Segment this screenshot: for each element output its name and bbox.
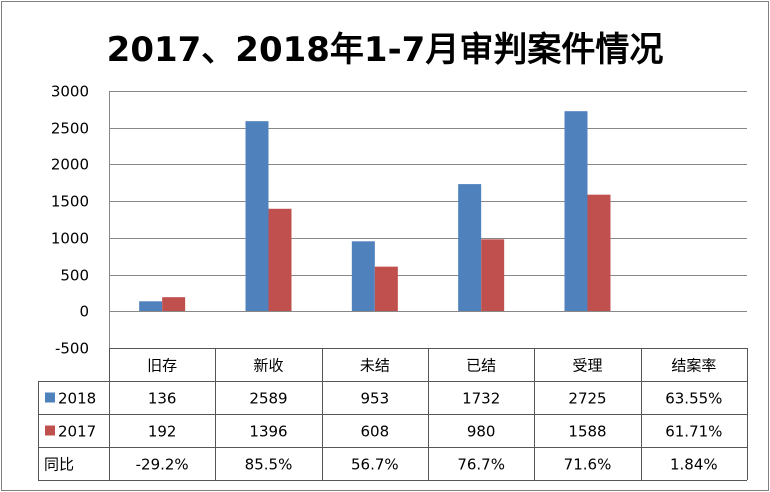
legend-swatch-2017 xyxy=(45,425,55,436)
table-value-cell: 192 xyxy=(148,423,177,441)
table-value-cell: 2589 xyxy=(249,390,287,408)
data-table: 旧存 新收 未结 已结 受理 结案率 2018 136 2589 953 1732 2725 63.55… xyxy=(38,348,748,481)
legend-label-2017: 2017 xyxy=(58,423,96,441)
table-value-cell: 2725 xyxy=(568,390,606,408)
table-header-cell: 旧存 xyxy=(147,357,177,375)
bar-2017-1 xyxy=(162,297,186,312)
bar-2018-1 xyxy=(139,301,163,312)
y-tick-label: 3000 xyxy=(51,83,89,101)
bar-2017-3 xyxy=(374,266,398,312)
table-header-cell: 结案率 xyxy=(671,357,716,375)
table-header-cell: 受理 xyxy=(572,357,602,375)
table-value-cell: 980 xyxy=(467,423,496,441)
table-header-cell: 未结 xyxy=(360,357,390,375)
table-value-cell: 1.84% xyxy=(670,456,718,474)
bars xyxy=(139,111,611,312)
table-value-cell: 136 xyxy=(148,390,177,408)
bar-2017-5 xyxy=(587,194,611,312)
bar-2018-2 xyxy=(245,121,269,312)
legend-label-2018: 2018 xyxy=(58,390,96,408)
bar-2018-4 xyxy=(458,184,482,312)
y-tick-label: 0 xyxy=(79,303,89,321)
y-tick-label: 2500 xyxy=(51,120,89,138)
table-value-cell: 85.5% xyxy=(245,456,293,474)
bar-2018-5 xyxy=(564,111,588,312)
y-tick-labels: 3000 2500 2000 1500 1000 500 0 -500 xyxy=(51,83,89,358)
table-value-cell: 61.71% xyxy=(665,423,722,441)
table-row-label: 同比 xyxy=(44,456,74,474)
legend-swatch-2018 xyxy=(45,392,55,403)
gridlines xyxy=(109,91,747,349)
table-value-cell: -29.2% xyxy=(136,456,189,474)
chart-title: 2017、2018年1-7月审判案件情况 xyxy=(106,30,664,70)
y-tick-label: 500 xyxy=(60,267,89,285)
table-value-cell: 63.55% xyxy=(665,390,722,408)
axes xyxy=(109,91,747,348)
bar-2017-2 xyxy=(268,208,292,312)
y-tick-label: 1500 xyxy=(51,193,89,211)
table-header-cell: 新收 xyxy=(253,357,283,375)
table-value-cell: 1732 xyxy=(462,390,500,408)
table-value-cell: 56.7% xyxy=(351,456,399,474)
bar-2018-3 xyxy=(351,241,375,312)
y-tick-label: 2000 xyxy=(51,156,89,174)
y-tick-label: 1000 xyxy=(51,230,89,248)
table-value-cell: 76.7% xyxy=(457,456,505,474)
y-tick-label: -500 xyxy=(55,340,89,358)
table-value-cell: 608 xyxy=(361,423,390,441)
table-header-cell: 已结 xyxy=(466,357,496,375)
table-value-cell: 953 xyxy=(361,390,390,408)
table-value-cell: 1588 xyxy=(568,423,606,441)
bar-2017-4 xyxy=(481,239,505,312)
table-value-cell: 1396 xyxy=(249,423,287,441)
table-value-cell: 71.6% xyxy=(564,456,612,474)
